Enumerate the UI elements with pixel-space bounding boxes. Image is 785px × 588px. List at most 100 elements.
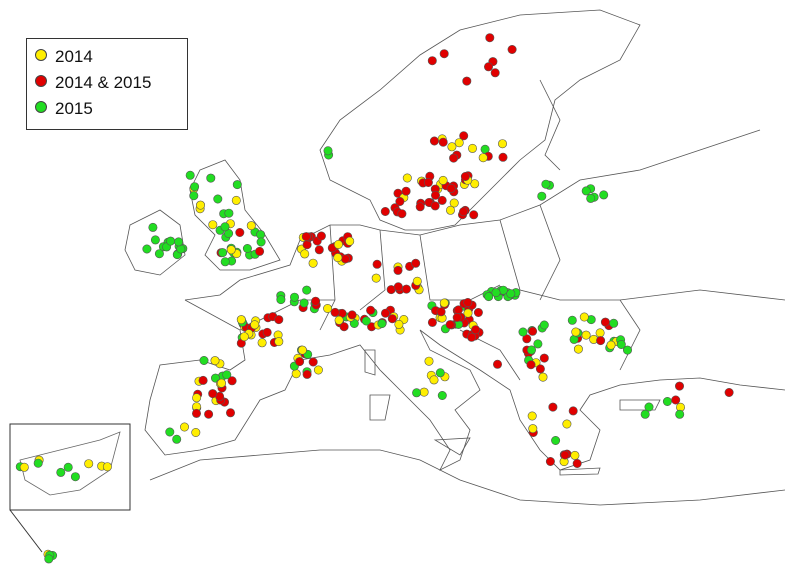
site-point bbox=[196, 200, 206, 210]
site-point bbox=[606, 340, 616, 350]
site-point bbox=[165, 427, 175, 437]
site-point bbox=[232, 180, 242, 190]
site-point bbox=[473, 307, 483, 317]
site-point bbox=[227, 376, 237, 386]
site-point bbox=[401, 186, 411, 196]
site-point bbox=[446, 183, 456, 193]
site-point bbox=[192, 393, 202, 403]
site-point bbox=[471, 325, 481, 335]
site-point bbox=[274, 315, 284, 325]
site-point bbox=[313, 365, 323, 375]
site-point bbox=[300, 249, 310, 259]
site-point bbox=[462, 76, 472, 86]
site-point bbox=[463, 308, 473, 318]
site-point bbox=[596, 336, 606, 346]
site-point bbox=[301, 232, 311, 242]
site-point bbox=[377, 319, 387, 329]
site-point bbox=[276, 295, 286, 305]
site-point bbox=[458, 207, 468, 217]
site-point bbox=[166, 236, 176, 246]
site-point bbox=[189, 191, 199, 201]
site-point bbox=[438, 137, 448, 147]
site-point bbox=[570, 450, 580, 460]
site-point bbox=[372, 259, 382, 269]
site-point bbox=[459, 131, 469, 141]
site-point bbox=[567, 315, 577, 325]
site-point bbox=[412, 388, 422, 398]
site-point bbox=[256, 237, 266, 247]
site-point bbox=[154, 249, 164, 259]
site-point bbox=[586, 193, 596, 203]
site-point bbox=[419, 387, 429, 397]
site-point bbox=[427, 317, 437, 327]
site-point bbox=[427, 56, 437, 66]
site-point bbox=[485, 33, 495, 43]
site-point bbox=[255, 246, 265, 256]
site-point bbox=[439, 298, 449, 308]
site-point bbox=[148, 222, 158, 232]
site-point bbox=[539, 320, 549, 330]
site-point bbox=[437, 390, 447, 400]
site-point bbox=[347, 310, 357, 320]
site-point bbox=[33, 458, 43, 468]
site-point bbox=[579, 312, 589, 322]
site-point bbox=[492, 359, 502, 369]
site-point bbox=[222, 370, 232, 380]
site-point bbox=[380, 207, 390, 217]
site-point bbox=[447, 142, 457, 152]
site-point bbox=[394, 319, 404, 329]
site-point bbox=[600, 317, 610, 327]
site-point bbox=[644, 402, 654, 412]
site-point bbox=[467, 143, 477, 153]
site-point bbox=[498, 152, 508, 162]
site-point bbox=[507, 44, 517, 54]
site-point bbox=[198, 375, 208, 385]
site-point bbox=[671, 395, 681, 405]
site-point bbox=[528, 424, 538, 434]
site-point bbox=[397, 209, 407, 219]
site-point bbox=[454, 138, 464, 148]
site-point bbox=[220, 222, 230, 232]
site-point bbox=[308, 357, 318, 367]
site-point bbox=[595, 328, 605, 338]
site-point bbox=[548, 402, 558, 412]
site-point bbox=[242, 244, 252, 254]
site-point bbox=[616, 339, 626, 349]
site-point bbox=[541, 179, 551, 189]
site-point bbox=[262, 327, 272, 337]
site-point bbox=[675, 409, 685, 419]
site-point bbox=[478, 153, 488, 163]
site-point bbox=[506, 289, 516, 299]
site-point bbox=[415, 202, 425, 212]
site-point bbox=[311, 296, 321, 306]
site-point bbox=[308, 258, 318, 268]
site-point bbox=[333, 253, 343, 263]
site-point bbox=[199, 355, 209, 365]
legend-label: 2014 & 2015 bbox=[55, 73, 152, 92]
legend-label: 2014 bbox=[55, 47, 93, 66]
legend-swatch bbox=[35, 75, 47, 87]
site-point bbox=[518, 327, 528, 337]
site-point bbox=[533, 339, 543, 349]
site-point bbox=[192, 408, 202, 418]
site-point bbox=[423, 178, 433, 188]
site-point bbox=[572, 458, 582, 468]
site-point bbox=[204, 409, 214, 419]
site-point bbox=[218, 248, 228, 258]
legend: 2014 2014 & 2015 2015 bbox=[26, 38, 188, 130]
site-point bbox=[316, 231, 326, 241]
site-point bbox=[206, 173, 216, 183]
site-point bbox=[581, 330, 591, 340]
site-point bbox=[224, 208, 234, 218]
site-point bbox=[401, 284, 411, 294]
site-point bbox=[452, 312, 462, 322]
site-point bbox=[622, 345, 632, 355]
site-point bbox=[190, 182, 200, 192]
site-point bbox=[226, 245, 236, 255]
site-point bbox=[526, 345, 536, 355]
site-point bbox=[339, 322, 349, 332]
legend-swatch bbox=[35, 49, 47, 61]
site-point bbox=[437, 195, 447, 205]
